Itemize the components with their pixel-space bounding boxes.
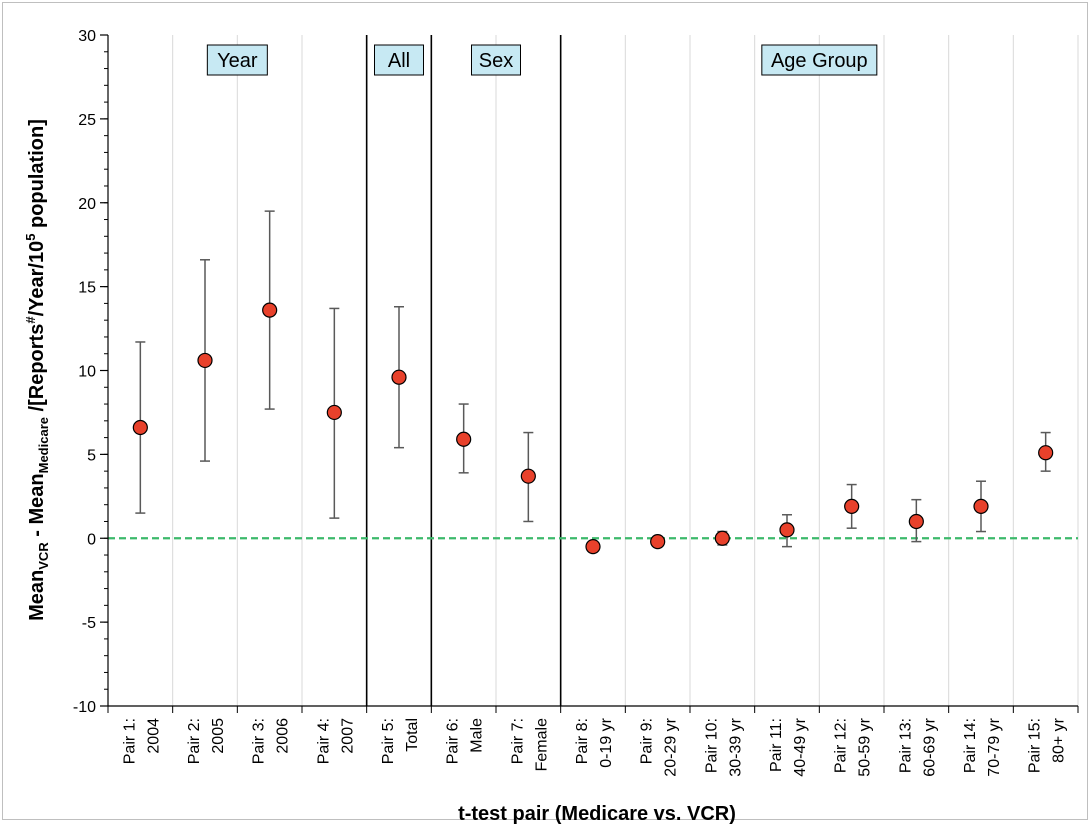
axes [100, 34, 1079, 713]
x-tick-label-line: Total [404, 718, 421, 752]
x-tick-label: Pair 8: 0-19 yr [574, 717, 615, 767]
y-axis-title-part: - Mean [26, 473, 48, 542]
x-tick-label-line: 2004 [145, 718, 162, 754]
x-tick-label-line: Pair 2: [186, 718, 203, 764]
group-label: Age Group [771, 50, 868, 72]
y-tick-label: 15 [78, 280, 96, 297]
group-label-box [761, 44, 878, 76]
x-axis-title: t-test pair (Medicare vs. VCR) [458, 803, 736, 825]
data-point [585, 539, 601, 555]
data-point [908, 513, 924, 530]
x-tick-label-line: Pair 15: [1027, 718, 1044, 773]
y-axis-title-part: Mean [26, 570, 48, 621]
data-point [973, 498, 989, 514]
y-tick-label: 25 [78, 112, 96, 129]
y-tick-labels: -10 -5 0 5 10 15 20 25 30 [73, 28, 96, 716]
data-point [1038, 445, 1054, 461]
x-tick-label-line: 30-39 yr [727, 717, 744, 776]
data-point [650, 534, 666, 550]
x-tick-label-line: Pair 11: [768, 718, 785, 772]
data-point [714, 530, 730, 546]
data-point [520, 468, 536, 484]
x-tick-label-line: Male [469, 718, 486, 753]
x-tick-label: Pair 13: 60-69 yr [897, 717, 938, 776]
y-axis-title-part: /Year/10 [26, 241, 48, 317]
data-point [197, 352, 213, 369]
data-point [132, 419, 148, 436]
y-axis-title-part: /[Reports [26, 324, 48, 417]
y-axis-title-subscript: Medicare [36, 417, 51, 473]
x-tick-label-line: 80+ yr [1051, 717, 1068, 763]
x-tick-label-line: Female [533, 718, 550, 771]
x-tick-label: Pair 4: 2007 [315, 718, 356, 764]
group-separators [365, 35, 562, 706]
y-axis-title-superscript: 5 [23, 234, 38, 241]
x-tick-label: Pair 2: 2005 [186, 718, 227, 764]
group-label-box [206, 44, 268, 76]
y-axis-title-superscript: # [23, 316, 38, 324]
data-point [391, 369, 407, 385]
y-axis-title: MeanVCR - MeanMedicare /[Reports#/Year/1… [23, 119, 51, 621]
x-tick-label-line: Pair 13: [897, 718, 914, 773]
x-tick-label-line: Pair 1: [121, 718, 138, 764]
x-tick-label-line: 50-59 yr [857, 717, 874, 776]
x-tick-label: Pair 14: 70-79 yr [962, 717, 1003, 776]
x-tick-label-line: 40-49 yr [792, 717, 809, 776]
x-tick-label-line: Pair 4: [315, 718, 332, 764]
x-tick-label: Pair 11: 40-49 yr [768, 717, 809, 776]
x-tick-label: Pair 1: 2004 [121, 718, 162, 764]
data-point [326, 404, 342, 421]
x-tick-label-line: Pair 5: [380, 718, 397, 764]
group-label-box [374, 44, 424, 76]
data-point [779, 522, 795, 538]
data-points [132, 302, 1054, 555]
y-tick-label: 10 [78, 364, 96, 381]
y-tick-label: 0 [87, 531, 96, 548]
group-label-box [471, 44, 521, 76]
x-tick-label-line: 2005 [210, 718, 227, 754]
data-point [844, 498, 860, 514]
x-tick-label: Pair 15: 80+ yr [1027, 717, 1068, 773]
x-tick-label-line: Pair 12: [833, 718, 850, 773]
y-tick-label: -5 [82, 615, 96, 632]
y-tick-label: 30 [78, 28, 96, 45]
x-tick-label: Pair 5: Total [380, 718, 421, 764]
x-tick-label-line: 60-69 yr [921, 717, 938, 776]
x-tick-label: Pair 7: Female [509, 718, 550, 771]
x-tick-label-line: Pair 8: [574, 718, 591, 764]
x-tick-label-line: Pair 10: [703, 718, 720, 773]
y-axis-title-part: population] [26, 119, 48, 233]
x-tick-label-line: Pair 3: [251, 718, 268, 764]
data-point [262, 302, 278, 318]
x-tick-label-line: 70-79 yr [986, 717, 1003, 776]
x-tick-label: Pair 6: Male [445, 718, 486, 764]
y-tick-label: 20 [78, 196, 96, 213]
x-tick-label: Pair 10: 30-39 yr [703, 717, 744, 776]
x-tick-label: Pair 3: 2006 [251, 718, 292, 764]
x-tick-label-line: 0-19 yr [598, 717, 615, 767]
error-bars [135, 210, 1051, 548]
group-label: Year [217, 50, 258, 72]
y-tick-label: 5 [87, 447, 96, 464]
x-tick-label-line: Pair 14: [962, 718, 979, 773]
group-labels: Year All Sex Age Group [206, 44, 878, 76]
x-tick-label-line: Pair 6: [445, 718, 462, 764]
x-tick-label-line: Pair 7: [509, 718, 526, 764]
x-tick-label: Pair 12: 50-59 yr [833, 717, 874, 776]
data-point [456, 431, 472, 447]
x-tick-label-line: 2007 [339, 718, 356, 754]
x-tick-label-line: Pair 9: [639, 718, 656, 764]
y-tick-label: -10 [73, 699, 96, 716]
x-tick-label: Pair 9: 20-29 yr [639, 717, 680, 776]
grid-layer [107, 35, 1079, 706]
group-label: All [388, 50, 410, 72]
x-tick-labels: Pair 1: 2004 Pair 2: 2005 Pair 3: 2006 Pair 4:… [121, 717, 1067, 776]
y-axis-title-subscript: VCR [36, 542, 51, 570]
x-tick-label-line: 20-29 yr [663, 717, 680, 776]
group-label: Sex [479, 50, 513, 72]
x-tick-label-line: 2006 [275, 718, 292, 754]
